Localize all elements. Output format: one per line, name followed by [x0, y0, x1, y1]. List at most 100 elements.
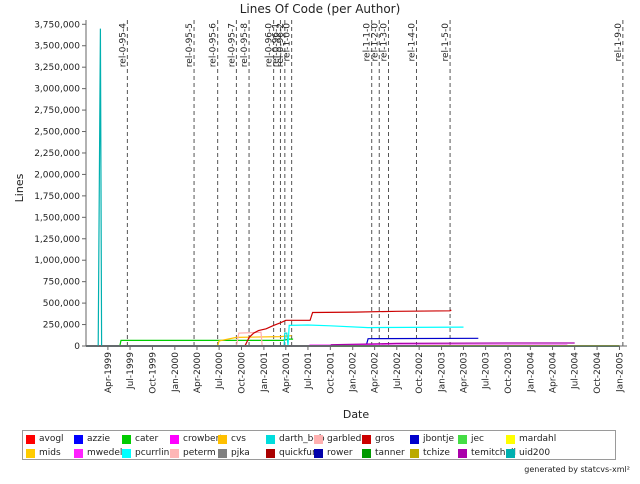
x-tick-label: Apr-2000	[193, 352, 203, 393]
chart-title: Lines Of Code (per Author)	[240, 2, 401, 16]
legend-label: avogl	[39, 434, 64, 444]
legend-item-quickfur: quickfur	[266, 446, 314, 460]
x-tick-label: Jul-2004	[571, 352, 581, 390]
x-tick-label: Apr-1999	[104, 352, 114, 393]
legend-swatch	[506, 435, 515, 444]
x-tick-label: Jan-2000	[171, 352, 181, 393]
legend-item-jbontje: jbontje	[410, 432, 458, 446]
y-tick-label: 3,250,000	[34, 63, 80, 73]
legend-label: azzie	[87, 434, 110, 444]
y-axis-label: Lines	[13, 173, 26, 202]
release-marker-label: rel-1-3-0	[380, 23, 390, 62]
y-tick-label: 500,000	[43, 299, 80, 309]
legend-swatch	[122, 449, 131, 458]
y-tick-label: 250,000	[43, 321, 80, 331]
legend-swatch	[314, 449, 323, 458]
x-axis-ticks: Apr-1999 Jul-1999 Oct-1999 Jan-2000 Apr-2000…	[104, 346, 626, 394]
legend-item-tanner: tanner	[362, 446, 410, 460]
x-axis-label: Date	[343, 408, 370, 421]
legend-swatch	[170, 435, 179, 444]
y-tick-label: 2,000,000	[34, 170, 80, 180]
legend-label: quickfur	[279, 448, 316, 458]
x-tick-label: Oct-1999	[148, 352, 158, 394]
legend-label: garbled	[327, 434, 361, 444]
release-marker-label: rel-1-9-0	[614, 23, 624, 62]
legend-label: mwedel	[87, 448, 122, 458]
legend-item-mwedel: mwedel	[74, 446, 122, 460]
x-tick-label: Apr-2002	[371, 352, 381, 393]
y-tick-label: 1,750,000	[34, 192, 80, 202]
legend-swatch	[410, 449, 419, 458]
legend-label: cater	[135, 434, 158, 444]
legend-swatch	[266, 435, 275, 444]
legend-label: rower	[327, 448, 353, 458]
legend-swatch	[410, 435, 419, 444]
x-tick-label: Oct-2002	[415, 352, 425, 394]
legend-label: mids	[39, 448, 61, 458]
legend-swatch	[122, 435, 131, 444]
y-tick-label: 1,500,000	[34, 213, 80, 223]
legend-item-pjka: pjka	[218, 446, 266, 460]
legend-item-cvs: cvs	[218, 432, 266, 446]
release-marker-label: rel-1-4-0	[407, 23, 417, 62]
legend-item-crowbert: crowbert	[170, 432, 218, 446]
legend-label: crowbert	[183, 434, 223, 444]
legend-swatch	[170, 449, 179, 458]
y-tick-label: 1,000,000	[34, 256, 80, 266]
y-tick-label: 2,750,000	[34, 106, 80, 116]
x-tick-label: Jul-1999	[126, 352, 136, 390]
release-marker-label: rel-0-95-6	[209, 23, 219, 67]
legend-label: gros	[375, 434, 394, 444]
legend-item-gros: gros	[362, 432, 410, 446]
legend-label: peterm	[183, 448, 216, 458]
x-tick-label: Jul-2000	[215, 352, 225, 390]
legend-swatch	[74, 435, 83, 444]
legend-item-azzie: azzie	[74, 432, 122, 446]
x-tick-label: Jul-2001	[304, 352, 314, 390]
legend-label: tanner	[375, 448, 405, 458]
axes	[86, 20, 627, 346]
legend-item-rower: rower	[314, 446, 362, 460]
y-axis-ticks: 0250,000500,000750,0001,000,0001,250,000…	[34, 20, 86, 352]
legend-swatch	[266, 449, 275, 458]
legend-swatch	[314, 435, 323, 444]
legend-item-cater: cater	[122, 432, 170, 446]
x-tick-label: Oct-2003	[504, 352, 514, 394]
y-tick-label: 0	[74, 342, 80, 352]
legend-swatch	[362, 449, 371, 458]
x-tick-label: Jul-2002	[393, 352, 403, 390]
legend-label: jbontje	[423, 434, 454, 444]
legend-item-jec: jec	[458, 432, 506, 446]
y-tick-label: 3,500,000	[34, 42, 80, 52]
x-tick-label: Apr-2001	[282, 352, 292, 393]
legend-swatch	[218, 449, 227, 458]
legend-swatch	[458, 449, 467, 458]
release-marker-label: rel-1-0-0	[283, 23, 293, 62]
y-tick-label: 2,250,000	[34, 149, 80, 159]
legend-item-uid200: uid200	[506, 446, 554, 460]
y-tick-label: 2,500,000	[34, 128, 80, 138]
generator-credit: generated by statcvs-xml²	[524, 465, 630, 474]
release-marker-label: rel-0-95-5	[185, 23, 195, 67]
legend-label: jec	[471, 434, 484, 444]
x-tick-label: Jan-2002	[349, 352, 359, 393]
release-marker-label: rel-0-95-8	[240, 23, 250, 67]
legend-swatch	[458, 435, 467, 444]
release-marker-label: rel-0-95-4	[118, 23, 128, 67]
x-tick-label: Jan-2001	[260, 352, 270, 393]
x-tick-label: Oct-2000	[238, 352, 248, 394]
legend-label: cvs	[231, 434, 246, 444]
x-tick-label: Apr-2004	[549, 352, 559, 393]
legend-label: pjka	[231, 448, 250, 458]
legend-item-peterm: peterm	[170, 446, 218, 460]
x-tick-label: Apr-2003	[459, 352, 469, 393]
y-tick-label: 1,250,000	[34, 235, 80, 245]
release-marker-label: rel-1-5-0	[441, 23, 451, 62]
y-tick-label: 3,000,000	[34, 85, 80, 95]
legend-swatch	[26, 449, 35, 458]
legend-swatch	[362, 435, 371, 444]
series-line-uid200	[86, 29, 620, 346]
